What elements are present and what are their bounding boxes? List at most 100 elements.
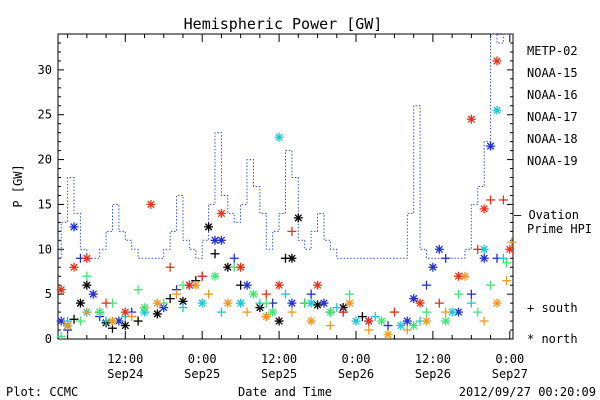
noaa-16-north-point [197,298,207,308]
metp-02-north-point [287,253,297,263]
plot-credit: Plot: CCMC [6,385,78,399]
noaa-19-north-point [120,307,130,317]
metp-02-north-point [120,321,130,331]
metp-02-north-point [293,213,303,223]
noaa-15-south-point [383,321,393,331]
noaa-17-south-point [486,280,496,290]
x-tick-time: 12:00 [107,352,143,366]
noaa-18-north-point [223,298,233,308]
noaa-19-north-point [216,208,226,218]
y-tick-label: 5 [45,287,52,301]
metp-02-north-point [313,300,323,310]
noaa-15-south-point [229,253,239,263]
noaa-15-south-point [466,289,476,299]
y-tick-label: 30 [38,63,52,77]
noaa-19-north-point [274,280,284,290]
noaa-19-south-point [338,307,348,317]
noaa-15-north-point [402,316,412,326]
metp-02-south-point [133,316,143,326]
noaa-18-north-point [492,298,502,308]
noaa-15-north-point [319,298,329,308]
plot-timestamp: 2012/09/27 00:20:09 [459,385,596,399]
noaa-18-south-point [325,321,335,331]
noaa-17-south-point [82,271,92,281]
noaa-19-south-point [389,307,399,317]
noaa-17-south-point [261,298,271,308]
legend-ovation-label: — Ovation [514,208,579,222]
noaa-15-south-point [441,253,451,263]
noaa-19-south-point [287,226,297,236]
noaa-17-north-point [377,316,387,326]
x-tick-time: 0:00 [188,352,217,366]
y-tick-label: 15 [38,197,52,211]
metp-02-north-point [204,222,214,232]
noaa-17-north-point [210,271,220,281]
legend-entry: NOAA-17 [527,110,578,124]
noaa-19-south-point [498,195,508,205]
noaa-18-south-point [402,325,412,335]
noaa-16-south-point [370,312,380,322]
legend-entry: NOAA-18 [527,132,578,146]
noaa-17-north-point [409,321,419,331]
noaa-19-north-point [415,298,425,308]
noaa-18-north-point [152,298,162,308]
noaa-17-south-point [454,289,464,299]
noaa-15-south-point [306,289,316,299]
noaa-17-north-point [248,289,258,299]
legend-entry: NOAA-16 [527,88,578,102]
noaa-15-north-point [56,316,66,326]
noaa-18-south-point [82,307,92,317]
noaa-16-south-point [332,303,342,313]
metp-02-north-point [75,298,85,308]
legend-entry: METP-02 [527,44,578,58]
metp-02-north-point [82,280,92,290]
chart-title: Hemispheric Power [GW] [184,15,383,33]
noaa-19-north-point [313,280,323,290]
noaa-16-north-point [492,105,502,115]
noaa-18-north-point [261,312,271,322]
noaa-18-north-point [383,330,393,340]
metp-02-south-point [69,314,79,324]
noaa-18-south-point [441,307,451,317]
noaa-17-south-point [56,331,66,341]
noaa-18-north-point [107,316,117,326]
noaa-16-south-point [216,307,226,317]
noaa-17-south-point [133,285,143,295]
noaa-16-south-point [281,289,290,299]
noaa-19-north-point [82,253,92,263]
noaa-19-north-point [505,244,515,254]
noaa-18-south-point [204,289,214,299]
noaa-17-north-point [268,307,278,317]
noaa-18-north-point [63,321,73,331]
noaa-19-south-point [261,289,271,299]
ovation-prime-hpi-line [58,33,515,259]
noaa-19-north-point [146,199,156,209]
noaa-17-south-point [345,289,355,299]
metp-02-south-point [165,294,175,304]
x-tick-date: Sep26 [415,367,451,381]
noaa-19-south-point [197,271,207,281]
noaa-18-south-point [507,237,517,247]
x-tick-date: Sep25 [261,367,297,381]
noaa-15-north-point [242,280,252,290]
noaa-17-south-point [300,298,310,308]
x-axis: 12:00Sep240:00Sep2512:00Sep250:00Sep2612… [67,34,528,381]
y-tick-label: 0 [45,332,52,346]
noaa-15-south-point [421,280,431,290]
metp-02-north-point [152,309,162,319]
x-axis-label: Date and Time [238,385,332,399]
noaa-17-north-point [325,307,335,317]
noaa-17-south-point [502,258,512,268]
noaa-16-north-point [274,132,284,142]
data-points [56,56,517,341]
noaa-19-north-point [454,271,464,281]
noaa-19-north-point [56,285,66,295]
metp-02-north-point [274,316,284,326]
noaa-16-south-point [466,298,476,308]
x-tick-time: 12:00 [261,352,297,366]
noaa-15-north-point [88,289,98,299]
noaa-19-north-point [364,316,374,326]
metp-02-north-point [223,262,233,272]
noaa-15-north-point [287,298,297,308]
